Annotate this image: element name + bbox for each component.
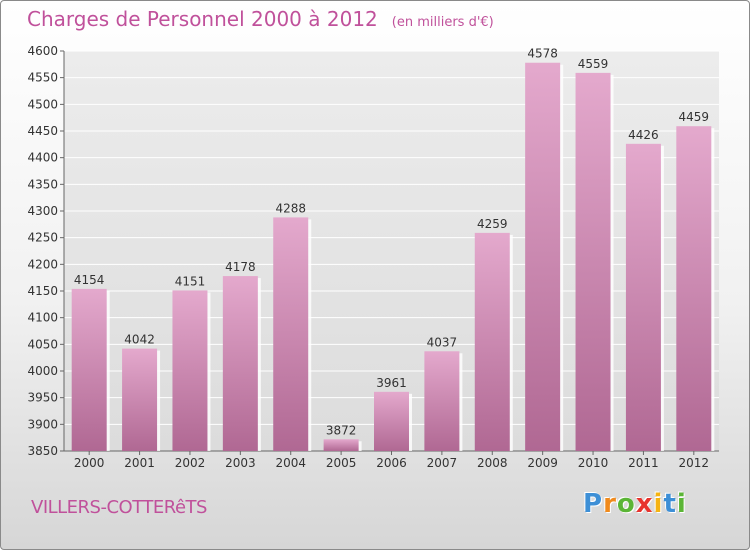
x-tick-label: 2000 bbox=[74, 456, 105, 470]
y-tick-label: 4100 bbox=[27, 311, 58, 325]
data-label: 4037 bbox=[427, 335, 458, 349]
bar bbox=[172, 290, 208, 451]
x-tick-label: 2007 bbox=[427, 456, 458, 470]
chart-unit-note: (en milliers d'€) bbox=[391, 15, 494, 30]
plot-area bbox=[64, 51, 719, 451]
bar bbox=[424, 351, 460, 451]
x-tick-label: 2004 bbox=[275, 456, 306, 470]
y-tick-label: 4450 bbox=[27, 124, 58, 138]
x-tick-label: 2011 bbox=[628, 456, 659, 470]
bar bbox=[273, 217, 309, 451]
y-tick-label: 4150 bbox=[27, 284, 58, 298]
y-tick-label: 4200 bbox=[27, 257, 58, 271]
chart-title: Charges de Personnel 2000 à 2012 (en mill… bbox=[27, 7, 494, 31]
y-tick-label: 3900 bbox=[27, 417, 58, 431]
bar bbox=[323, 439, 359, 451]
logo-letter: r bbox=[603, 489, 617, 519]
x-tick-label: 2010 bbox=[578, 456, 609, 470]
y-tick-label: 4000 bbox=[27, 364, 58, 378]
data-label: 4259 bbox=[477, 217, 508, 231]
x-tick-label: 2008 bbox=[477, 456, 508, 470]
data-label: 4578 bbox=[527, 47, 558, 61]
data-label: 4151 bbox=[175, 274, 206, 288]
data-label: 4426 bbox=[628, 128, 659, 142]
data-label: 4559 bbox=[578, 57, 609, 71]
data-label: 4288 bbox=[275, 201, 306, 215]
logo-letter: i bbox=[676, 489, 687, 519]
proxiti-logo: Proxiti bbox=[583, 489, 687, 519]
bar bbox=[71, 288, 107, 451]
x-tick-label: 2001 bbox=[124, 456, 155, 470]
bar bbox=[374, 391, 409, 451]
data-label: 4042 bbox=[124, 333, 155, 347]
bar bbox=[122, 348, 158, 451]
y-tick-label: 4600 bbox=[27, 44, 58, 58]
bar bbox=[525, 62, 561, 451]
y-tick-label: 4350 bbox=[27, 177, 58, 191]
x-tick-label: 2006 bbox=[376, 456, 407, 470]
logo-letter: t bbox=[663, 489, 677, 519]
x-tick-label: 2002 bbox=[175, 456, 206, 470]
logo-letter: o bbox=[616, 489, 636, 519]
y-tick-label: 4250 bbox=[27, 231, 58, 245]
y-tick-label: 4050 bbox=[27, 337, 58, 351]
bar bbox=[625, 143, 661, 452]
data-label: 4459 bbox=[679, 110, 710, 124]
x-tick-label: 2005 bbox=[326, 456, 357, 470]
data-label: 4178 bbox=[225, 260, 256, 274]
bar bbox=[575, 72, 611, 451]
logo-letter: x bbox=[635, 489, 654, 519]
commune-name: VILLERS-COTTERêTS bbox=[31, 497, 207, 518]
y-tick-label: 4400 bbox=[27, 151, 58, 165]
logo-letter: P bbox=[583, 489, 604, 519]
bar bbox=[222, 276, 258, 451]
y-tick-label: 3950 bbox=[27, 391, 58, 405]
x-tick-label: 2012 bbox=[679, 456, 710, 470]
x-tick-label: 2009 bbox=[527, 456, 558, 470]
x-tick-label: 2003 bbox=[225, 456, 256, 470]
data-label: 4154 bbox=[74, 273, 105, 287]
data-label: 3961 bbox=[376, 376, 407, 390]
bar bbox=[676, 126, 712, 451]
y-tick-label: 4300 bbox=[27, 204, 58, 218]
y-tick-label: 4500 bbox=[27, 97, 58, 111]
logo-letter: i bbox=[653, 489, 664, 519]
bar bbox=[474, 232, 510, 451]
data-label: 3872 bbox=[326, 423, 357, 437]
chart-title-text: Charges de Personnel 2000 à 2012 bbox=[27, 7, 378, 31]
y-tick-label: 3850 bbox=[27, 444, 58, 458]
y-tick-label: 4550 bbox=[27, 71, 58, 85]
